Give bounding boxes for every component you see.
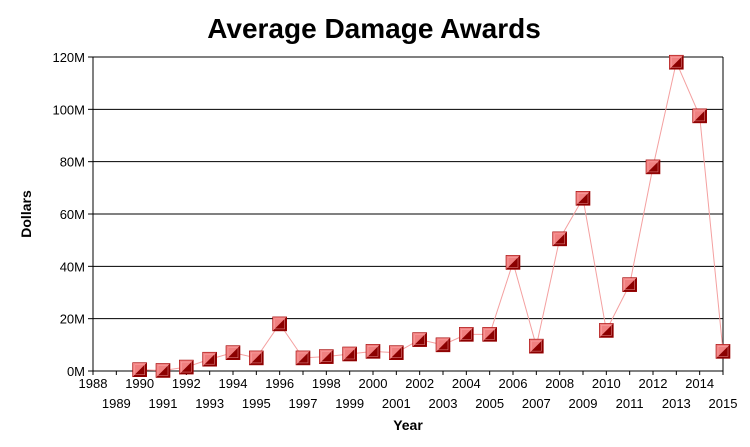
data-point	[365, 344, 381, 359]
data-point	[132, 362, 147, 377]
x-tick-label: 1997	[289, 396, 318, 411]
x-tick-label: 2013	[662, 396, 691, 411]
x-tick-label: 2010	[592, 376, 621, 391]
x-tick-label: 2002	[405, 376, 434, 391]
y-tick-labels: 0M 20M 40M 60M 80M 100M 120M	[52, 50, 85, 379]
data-point	[715, 344, 731, 359]
data-point	[482, 327, 497, 342]
data-point	[202, 351, 217, 367]
data-point	[435, 337, 451, 353]
x-tick-label: 2012	[639, 376, 668, 391]
x-tick-label: 2011	[616, 396, 644, 411]
x-tick-label: 2008	[545, 376, 574, 391]
x-tick-label: 1993	[195, 396, 224, 411]
x-tick-labels: 1988 1989 1990 1991 1992 1993 1994 1995 1996 1997…	[79, 376, 738, 411]
y-tick-label: 80M	[60, 155, 85, 170]
data-point	[155, 363, 171, 378]
data-point	[412, 332, 427, 347]
data-point	[505, 255, 521, 270]
data-point	[459, 327, 474, 342]
y-tick-label: 100M	[52, 102, 85, 117]
data-point	[692, 108, 707, 124]
x-tick-label: 2005	[475, 396, 504, 411]
series-line	[139, 60, 724, 371]
x-tick-label: 1998	[312, 376, 341, 391]
data-point	[249, 350, 264, 366]
x-tick-label: 2015	[709, 396, 738, 411]
y-tick-label: 20M	[60, 312, 85, 327]
x-tick-label: 1994	[219, 376, 248, 391]
x-tick-label: 2003	[429, 396, 458, 411]
y-tick-label: 40M	[60, 259, 85, 274]
data-point	[622, 277, 637, 292]
data-point	[389, 345, 404, 360]
x-tick-label: 2007	[522, 396, 551, 411]
data-point	[552, 231, 567, 247]
x-tick-label: 1991	[149, 396, 178, 411]
x-tick-label: 1999	[335, 396, 364, 411]
x-tick-label: 2009	[569, 396, 598, 411]
x-tick-label: 2014	[685, 376, 714, 391]
x-axis-label: Year	[393, 417, 423, 433]
x-tick-label: 1989	[102, 396, 131, 411]
data-point	[599, 323, 614, 338]
x-tick-label: 1992	[172, 376, 201, 391]
data-point	[272, 316, 287, 332]
y-tick-label: 120M	[52, 50, 85, 65]
x-tick-label: 2004	[452, 376, 481, 391]
chart-title: Average Damage Awards	[207, 13, 541, 44]
y-tick-label: 60M	[60, 207, 85, 222]
data-point	[179, 359, 194, 375]
data-point	[225, 345, 241, 360]
x-tick-label: 1995	[242, 396, 271, 411]
x-tick-label: 2006	[499, 376, 528, 391]
series	[132, 54, 731, 378]
data-point	[295, 350, 311, 366]
data-point	[342, 346, 357, 362]
data-point	[319, 349, 334, 364]
y-tick-label: 0M	[67, 364, 85, 379]
x-tick-label: 1988	[79, 376, 108, 391]
data-point	[645, 159, 661, 175]
x-tick-label: 2001	[382, 396, 411, 411]
data-point	[575, 191, 591, 206]
axes	[88, 56, 724, 375]
data-point	[529, 338, 544, 354]
x-tick-label: 1996	[265, 376, 294, 391]
data-point	[669, 54, 684, 70]
y-axis-label: Dollars	[18, 190, 34, 238]
x-tick-label: 1990	[125, 376, 154, 391]
x-tick-label: 2000	[359, 376, 388, 391]
